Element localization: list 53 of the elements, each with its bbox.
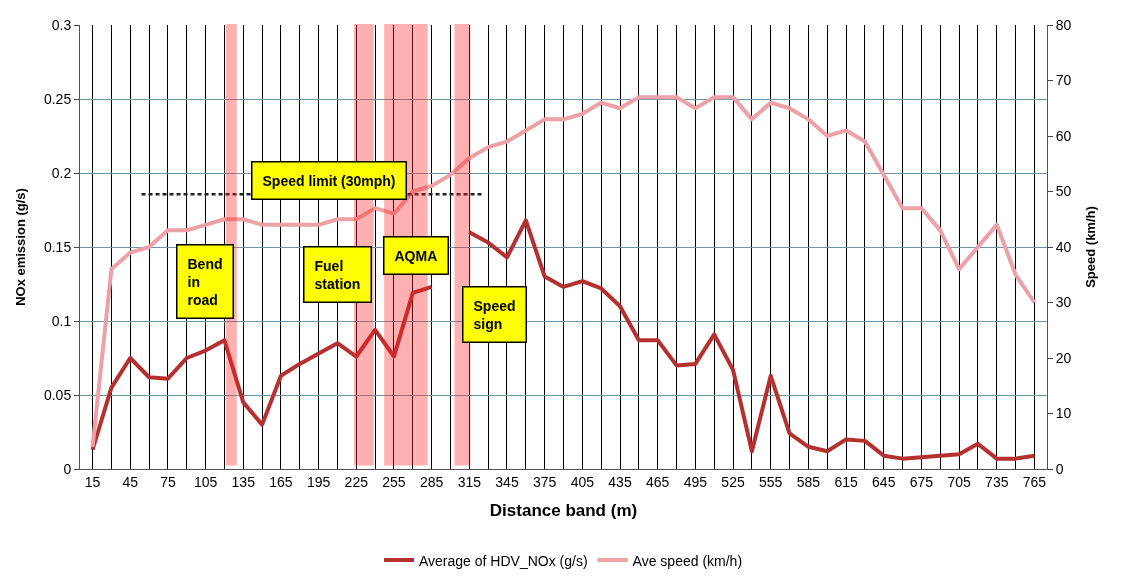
x-tick-label: 585 [796, 473, 821, 490]
x-tick-label: 165 [269, 473, 293, 490]
x-tick-label: 735 [985, 473, 1009, 490]
x-tick-label: 285 [419, 473, 444, 490]
y-tick-label: 0 [63, 460, 72, 477]
y-tick-label: 0.3 [51, 16, 72, 33]
y2-tick-label: 70 [1055, 72, 1072, 89]
y2-tick-label: 40 [1055, 238, 1072, 255]
x-tick-label: 525 [721, 473, 745, 490]
y-axis-title: NOx emission (g/s) [12, 188, 28, 306]
x-tick-label: 615 [834, 473, 858, 490]
annotation: AQMA [394, 247, 438, 264]
y2-tick-label: 20 [1055, 349, 1072, 366]
line-series [90, 95, 1037, 449]
annotation: Fuel station [314, 257, 361, 292]
y2-tick-label: 0 [1055, 460, 1064, 477]
x-tick-label: 405 [570, 473, 595, 490]
x-tick-label: 675 [909, 473, 934, 490]
x-tick-label: 345 [495, 473, 519, 490]
x-tick-label: 645 [872, 473, 896, 490]
x-tick-label: 135 [231, 473, 256, 490]
y2-tick-label: 10 [1055, 405, 1072, 422]
x-tick-label: 495 [683, 473, 708, 490]
x-tick-label: 315 [457, 473, 482, 490]
y2-tick-label: 60 [1055, 127, 1072, 144]
y-tick-label: 0.25 [43, 90, 72, 107]
y-tick-label: 0.05 [43, 386, 72, 403]
annotation: Bend in road [187, 255, 223, 308]
x-tick-label: 225 [344, 473, 369, 490]
y-tick-label: 0.1 [51, 312, 72, 329]
x-tick-label: 45 [122, 473, 139, 490]
x-tick-label: 105 [193, 473, 218, 490]
legend-label: Average of HDV_NOx (g/s) [419, 552, 588, 569]
y2-axis-title: Speed (km/h) [1083, 206, 1099, 288]
x-tick-label: 765 [1022, 473, 1047, 490]
y2-tick-label: 50 [1055, 183, 1072, 200]
legend-label: Ave speed (km/h) [632, 552, 743, 569]
annotation: Speed limit (30mph) [262, 172, 396, 189]
y-tick-label: 0.2 [51, 164, 72, 181]
x-tick-label: 75 [160, 473, 176, 490]
x-tick-label: 15 [84, 473, 101, 490]
x-axis-title: Distance band (m) [489, 501, 638, 521]
x-tick-label: 465 [646, 473, 670, 490]
y2-tick-label: 30 [1055, 294, 1072, 311]
annotation: Speed sign [473, 297, 516, 332]
x-tick-label: 195 [306, 473, 331, 490]
x-tick-label: 555 [759, 473, 783, 490]
y2-tick-label: 80 [1055, 16, 1072, 33]
x-tick-label: 705 [947, 473, 971, 490]
y-tick-label: 0.15 [43, 238, 72, 255]
x-tick-label: 435 [608, 473, 632, 490]
x-tick-label: 375 [532, 473, 557, 490]
x-tick-label: 255 [382, 473, 406, 490]
